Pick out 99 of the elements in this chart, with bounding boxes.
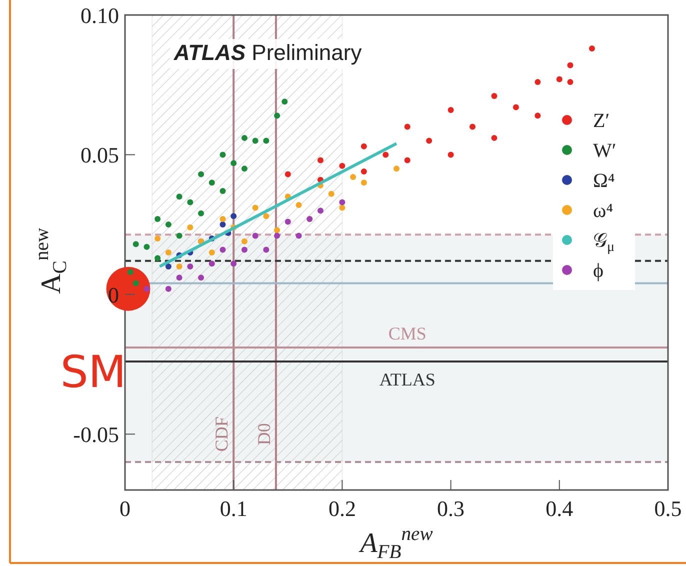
point bbox=[296, 202, 302, 208]
ref-line-label: CDF bbox=[212, 416, 232, 452]
point bbox=[241, 246, 248, 253]
point bbox=[187, 199, 194, 206]
point bbox=[127, 269, 134, 276]
point bbox=[263, 213, 270, 220]
point bbox=[360, 180, 367, 186]
point bbox=[165, 286, 172, 292]
point bbox=[263, 246, 270, 253]
point bbox=[588, 46, 595, 52]
point bbox=[382, 152, 389, 158]
point bbox=[567, 79, 574, 86]
point bbox=[187, 224, 194, 230]
x-tick-label: 0.3 bbox=[437, 496, 465, 521]
point bbox=[512, 104, 519, 110]
point bbox=[317, 157, 324, 164]
point bbox=[241, 134, 248, 141]
point bbox=[567, 62, 574, 68]
point bbox=[263, 138, 270, 144]
point bbox=[556, 76, 562, 82]
point bbox=[339, 204, 346, 211]
y-tick-label: 0.05 bbox=[80, 142, 119, 168]
point bbox=[404, 157, 410, 164]
point bbox=[198, 171, 204, 178]
point bbox=[154, 236, 161, 242]
point bbox=[534, 112, 541, 119]
point bbox=[360, 143, 367, 150]
legend-label: 𝒢$_{μ}$ bbox=[593, 230, 615, 256]
point bbox=[394, 166, 400, 172]
point bbox=[220, 188, 226, 194]
point bbox=[317, 208, 324, 214]
point bbox=[491, 93, 498, 100]
x-tick-label: 0.4 bbox=[546, 496, 574, 521]
legend-label: ϕ bbox=[593, 260, 604, 282]
point bbox=[144, 286, 150, 292]
legend-label: Z′ bbox=[593, 110, 610, 132]
point bbox=[282, 98, 288, 105]
point bbox=[220, 246, 226, 253]
point bbox=[132, 241, 139, 248]
annotation: ATLAS Preliminary bbox=[172, 40, 362, 65]
point bbox=[220, 216, 226, 222]
point bbox=[328, 190, 334, 197]
point bbox=[132, 280, 139, 286]
point bbox=[220, 222, 226, 228]
point bbox=[176, 194, 182, 200]
point bbox=[448, 152, 454, 158]
point bbox=[208, 180, 215, 186]
point bbox=[165, 222, 172, 228]
point bbox=[165, 250, 172, 256]
point bbox=[176, 263, 182, 270]
point bbox=[230, 260, 237, 267]
y-tick-label: 0.10 bbox=[80, 3, 119, 28]
point bbox=[230, 160, 237, 166]
point bbox=[339, 162, 346, 169]
x-tick-label: 0.1 bbox=[220, 496, 248, 521]
ref-line-label: D0 bbox=[254, 423, 274, 446]
point bbox=[230, 213, 237, 220]
point bbox=[220, 152, 226, 158]
y-tick-label: 0 bbox=[108, 282, 119, 308]
point bbox=[274, 227, 280, 234]
annotation: SM bbox=[60, 346, 126, 398]
ref-line-label: CMS bbox=[388, 324, 426, 344]
legend-label: ω⁴ bbox=[593, 200, 614, 222]
point bbox=[360, 168, 367, 174]
point bbox=[252, 232, 258, 239]
point bbox=[426, 138, 432, 144]
point bbox=[187, 263, 194, 270]
point bbox=[274, 112, 280, 119]
point bbox=[448, 107, 454, 113]
point bbox=[534, 79, 541, 86]
point bbox=[176, 232, 182, 239]
point bbox=[284, 171, 291, 178]
point bbox=[470, 124, 476, 130]
point bbox=[252, 138, 258, 144]
point bbox=[241, 166, 248, 172]
point bbox=[241, 238, 248, 244]
point bbox=[350, 174, 356, 180]
point bbox=[339, 199, 346, 206]
point bbox=[252, 204, 258, 211]
point bbox=[208, 260, 215, 267]
legend-label: W′ bbox=[593, 140, 616, 162]
point bbox=[404, 124, 410, 130]
point bbox=[491, 134, 498, 141]
point bbox=[154, 255, 161, 262]
point bbox=[296, 232, 302, 239]
ref-line-label: ATLAS bbox=[379, 369, 436, 390]
point bbox=[165, 263, 172, 270]
point bbox=[176, 274, 182, 281]
point bbox=[198, 274, 204, 281]
point bbox=[208, 250, 215, 256]
y-tick-label: -0.05 bbox=[73, 422, 119, 448]
point bbox=[274, 232, 280, 239]
point bbox=[198, 210, 204, 216]
point bbox=[144, 244, 150, 250]
point bbox=[284, 218, 291, 225]
legend-label: Ω⁴ bbox=[593, 170, 615, 192]
x-tick-label: 0.5 bbox=[654, 496, 682, 521]
x-tick-label: 0.2 bbox=[328, 496, 356, 521]
point bbox=[154, 216, 161, 222]
